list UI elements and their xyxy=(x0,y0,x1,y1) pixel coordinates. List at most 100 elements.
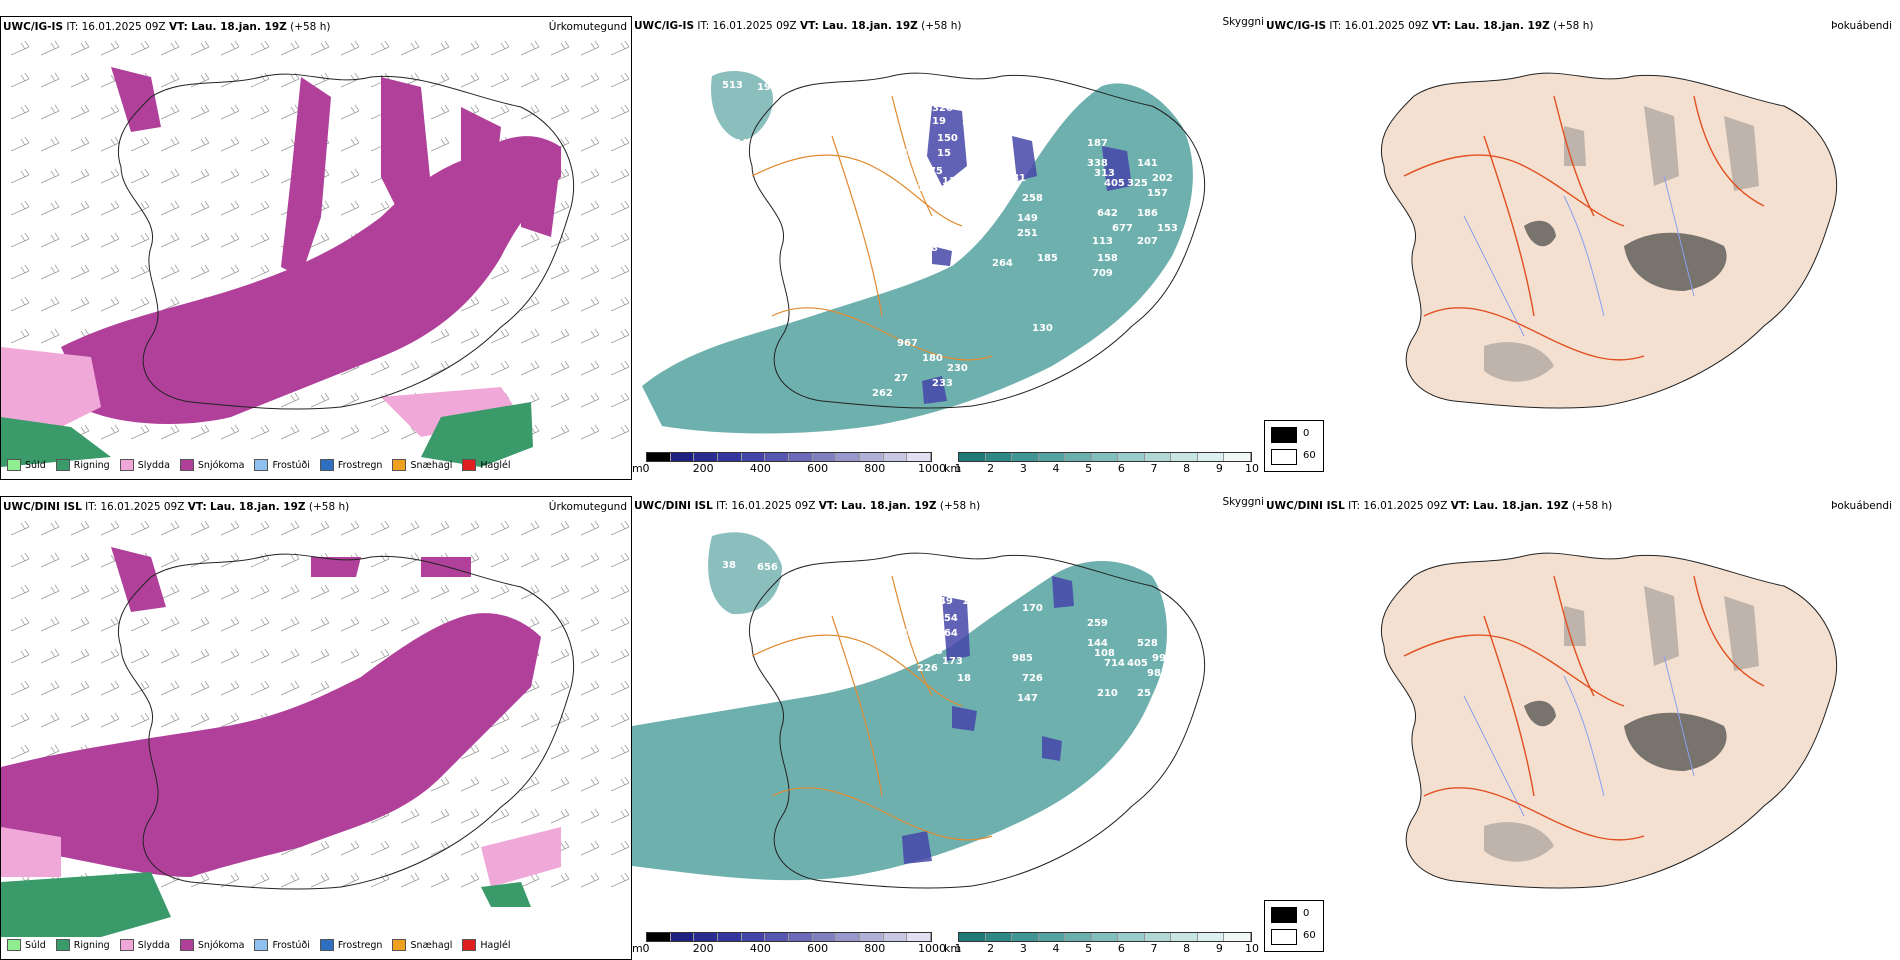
cloud-base-label: 230 xyxy=(947,363,968,374)
wind-barb xyxy=(580,296,600,312)
vt-value: Lau. 18.jan. 19Z xyxy=(1454,20,1550,32)
wind-barb xyxy=(310,584,330,600)
wind-barb xyxy=(250,616,270,632)
colorbar-segment xyxy=(1065,933,1092,941)
vt-label: VT: xyxy=(1450,500,1470,512)
vt-value: Lau. 18.jan. 19Z xyxy=(841,500,937,512)
legend-item: Snjókoma xyxy=(179,459,244,471)
fog-legend: 0 60 xyxy=(1264,900,1324,952)
wind-barb xyxy=(100,584,120,600)
cloud-base-label: 180 xyxy=(902,628,923,639)
wind-barb xyxy=(550,648,570,664)
wind-barb xyxy=(250,680,270,696)
wind-barb xyxy=(190,424,210,440)
cloud-base-label: 251 xyxy=(1017,228,1038,239)
wind-barb xyxy=(70,136,90,152)
wind-barb xyxy=(580,712,600,728)
wind-barb xyxy=(40,136,60,152)
cloud-base-label: 180 xyxy=(922,353,943,364)
wind-barb xyxy=(100,232,120,248)
roads xyxy=(751,95,993,361)
colorbar-segment xyxy=(1038,453,1066,461)
legend-item: Slydda xyxy=(119,459,170,471)
cloud-base-label: 175 xyxy=(922,166,943,177)
wind-barb xyxy=(160,264,180,280)
wind-barb xyxy=(430,840,450,856)
colorbar-tick: 3 xyxy=(1019,942,1027,955)
wind-barb xyxy=(580,776,600,792)
wind-barb xyxy=(520,296,540,312)
wind-barb xyxy=(520,40,540,56)
colorbar-segment xyxy=(1012,933,1039,941)
wind-barb xyxy=(430,104,450,120)
panel-header: UWC/IG-IS IT: 16.01.2025 09Z VT: Lau. 18… xyxy=(1266,20,1593,32)
cloud-base-label: 262 xyxy=(872,388,893,399)
it-value: 16.01.2025 09Z xyxy=(100,501,185,513)
legend-swatch xyxy=(55,939,70,951)
cloud-base-label: 726 xyxy=(1022,673,1043,684)
it-label: IT: xyxy=(1348,500,1361,512)
cloud-base-label: 210 xyxy=(1097,688,1118,699)
vt-value: Lau. 18.jan. 19Z xyxy=(822,20,918,32)
colorbar-tick: 600 xyxy=(807,462,829,475)
legend-item: Rigning xyxy=(55,939,110,951)
wind-barb xyxy=(10,328,30,344)
cloud-base-label: 985 xyxy=(1012,653,1033,664)
wind-barb xyxy=(370,40,390,56)
panel-title: Úrkomutegund xyxy=(548,501,627,513)
wind-barb xyxy=(70,296,90,312)
wind-barb xyxy=(340,168,360,184)
wind-barb xyxy=(490,808,510,824)
colorbar-segment xyxy=(836,453,861,461)
wind-barb xyxy=(130,264,150,280)
legend-swatch xyxy=(179,459,194,471)
wind-barb xyxy=(520,808,540,824)
colorbar-segment xyxy=(1224,453,1252,461)
panel-title: Úrkomutegund xyxy=(548,21,627,33)
wind-barb xyxy=(10,104,30,120)
wind-barb xyxy=(100,712,120,728)
panel-header: UWC/DINI ISL IT: 16.01.2025 09Z VT: Lau.… xyxy=(634,500,980,512)
wind-barb xyxy=(250,72,270,88)
wind-barb xyxy=(10,616,30,632)
wind-barb xyxy=(400,360,420,376)
legend-label: Frostúði xyxy=(272,939,310,951)
legend-label: Rigning xyxy=(73,459,110,471)
lead-time: (+58 h) xyxy=(921,20,962,32)
wind-barb xyxy=(250,264,270,280)
legend-item: Snæhagl xyxy=(392,459,452,471)
wind-barb xyxy=(70,520,90,536)
wind-barb xyxy=(610,616,630,632)
visibility-area-nw xyxy=(708,532,782,615)
wind-barb xyxy=(10,680,30,696)
colorbar-tick: 4 xyxy=(1052,462,1060,475)
wind-barb xyxy=(490,584,510,600)
fog-map-bottom xyxy=(1380,552,1838,889)
cloud-base-label: 313 xyxy=(1094,168,1115,179)
wind-barb xyxy=(220,520,240,536)
precip-legend: Súld Rigning Slydda Snjókoma Frostúði Frostre… xyxy=(7,939,511,951)
roads xyxy=(751,575,993,841)
wind-barb xyxy=(490,744,510,760)
colorbar-segment xyxy=(647,453,671,461)
wind-barb xyxy=(610,104,630,120)
cloud-base-label: 128 xyxy=(917,243,938,254)
wind-barb xyxy=(310,424,330,440)
wind-barb xyxy=(580,360,600,376)
colorbar-segment xyxy=(647,933,671,941)
wind-barb xyxy=(370,520,390,536)
colorbar-tick: 6 xyxy=(1117,462,1125,475)
colorbar-segment xyxy=(1197,933,1225,941)
wind-barb xyxy=(340,872,360,888)
colorbar-ceiling: m 0 200 400 600 800 1000 xyxy=(632,452,946,475)
wind-barb xyxy=(100,616,120,632)
wind-barb xyxy=(550,616,570,632)
wind-barb xyxy=(190,552,210,568)
wind-barb xyxy=(520,232,540,248)
wind-barb xyxy=(460,296,480,312)
legend-swatch xyxy=(319,939,334,951)
legend-item: Frostúði xyxy=(254,939,310,951)
ceiling-area xyxy=(922,106,1132,404)
wind-barb xyxy=(400,840,420,856)
wind-barb xyxy=(430,872,450,888)
